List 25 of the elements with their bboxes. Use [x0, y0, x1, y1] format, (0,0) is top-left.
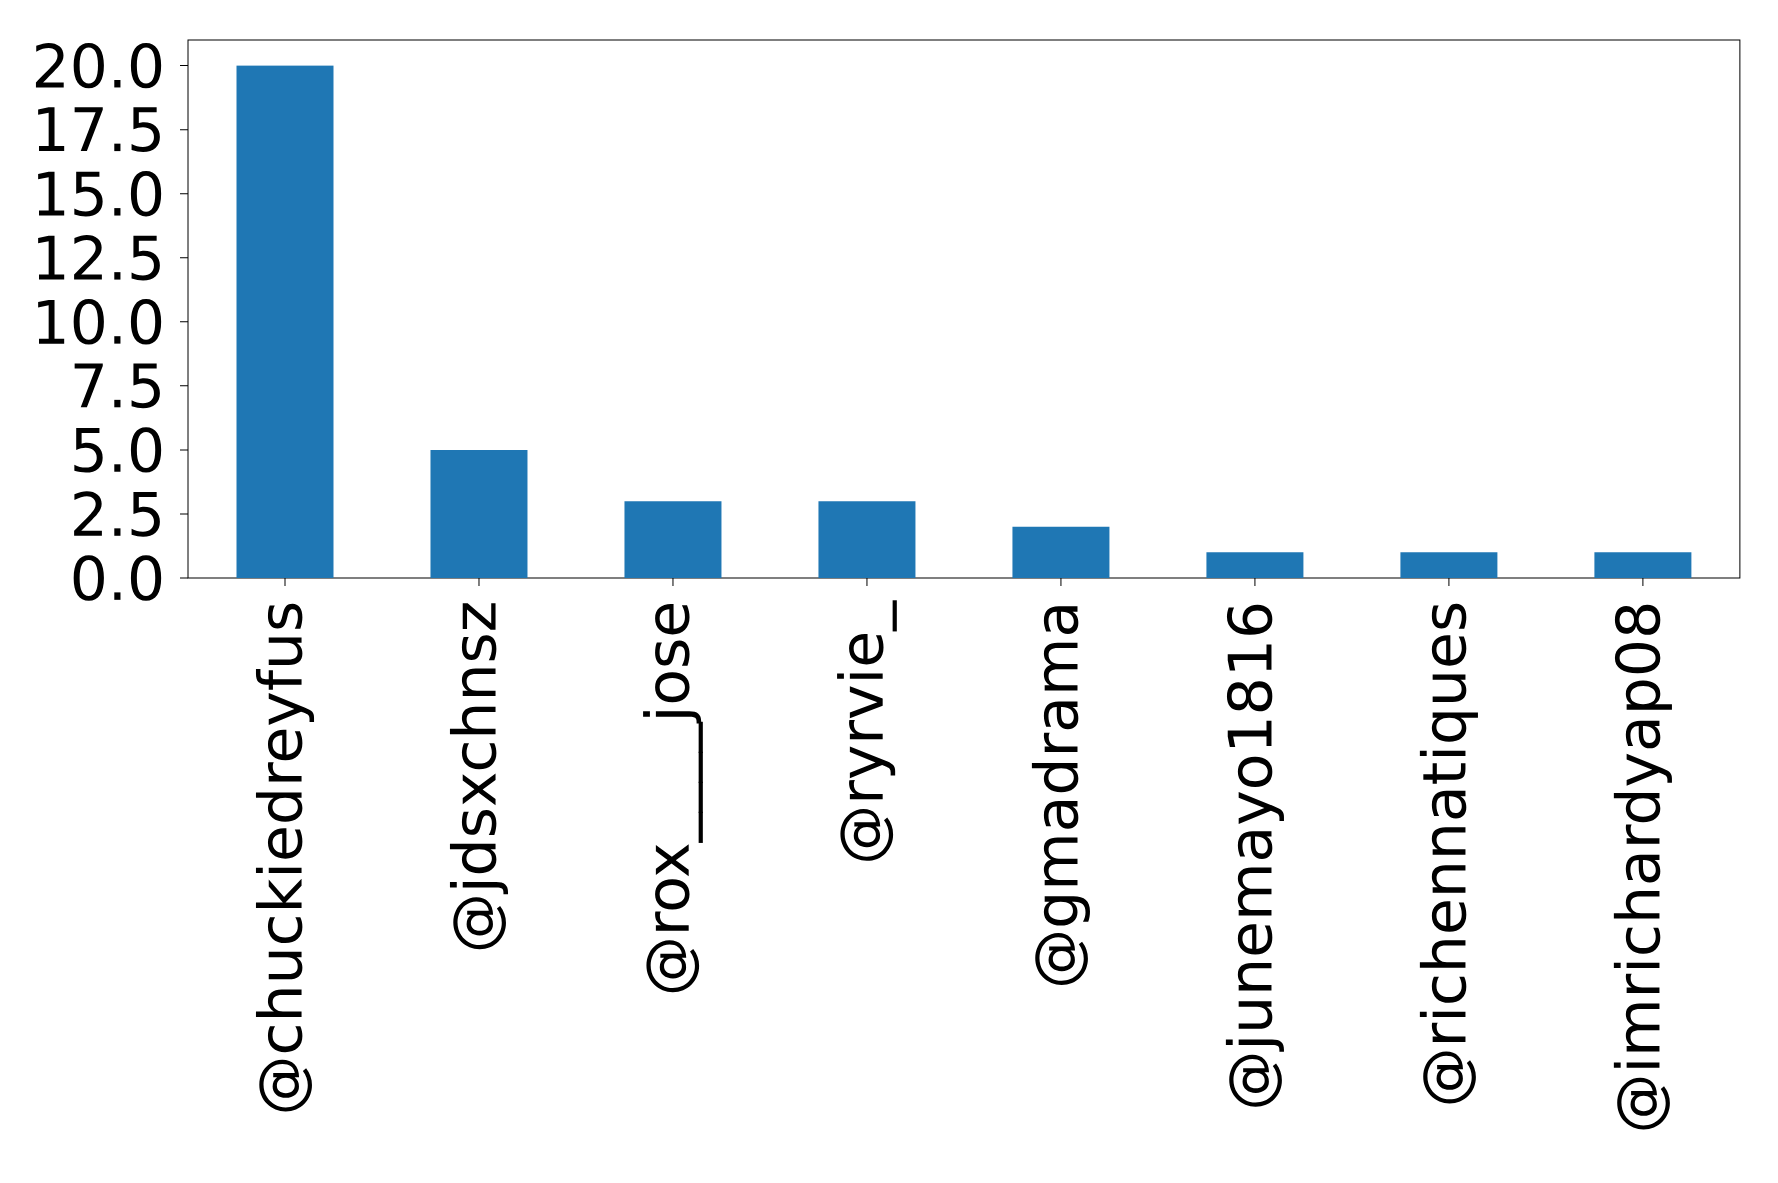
bar: [430, 449, 528, 578]
y-tick-label: 7.5: [74, 363, 160, 409]
x-tick-label: @imrichardyap08: [1613, 604, 1672, 1130]
bar: [1206, 552, 1304, 578]
bar: [624, 501, 722, 578]
bar: [236, 65, 334, 578]
x-tick-label: @jdsxchnsz: [449, 603, 509, 950]
x-tick-label: @ryrvie_: [837, 600, 897, 861]
bar: [1012, 526, 1110, 578]
x-tick-label: @gmadrama: [1031, 606, 1090, 985]
y-tick-label: 5.0: [74, 427, 162, 473]
x-tick-label: @chuckiedreyfus: [255, 603, 315, 1112]
y-tick-label: 20.0: [35, 42, 162, 89]
x-tick-label: @rox____jose: [643, 603, 703, 993]
x-tick-label: @richennatiques: [1419, 603, 1478, 1104]
y-tick-label: 17.5: [38, 107, 160, 152]
bar: [1400, 552, 1498, 578]
y-tick-label: 0.0: [73, 555, 162, 601]
bar: [1594, 552, 1692, 578]
y-tick-label: 10.0: [38, 299, 162, 345]
x-tick-label: @junemayo1816: [1225, 604, 1284, 1107]
bar: [818, 501, 916, 578]
y-tick-label: 15.0: [38, 171, 162, 217]
y-tick-label: 2.5: [74, 491, 160, 537]
y-tick-label: 12.5: [38, 235, 160, 281]
